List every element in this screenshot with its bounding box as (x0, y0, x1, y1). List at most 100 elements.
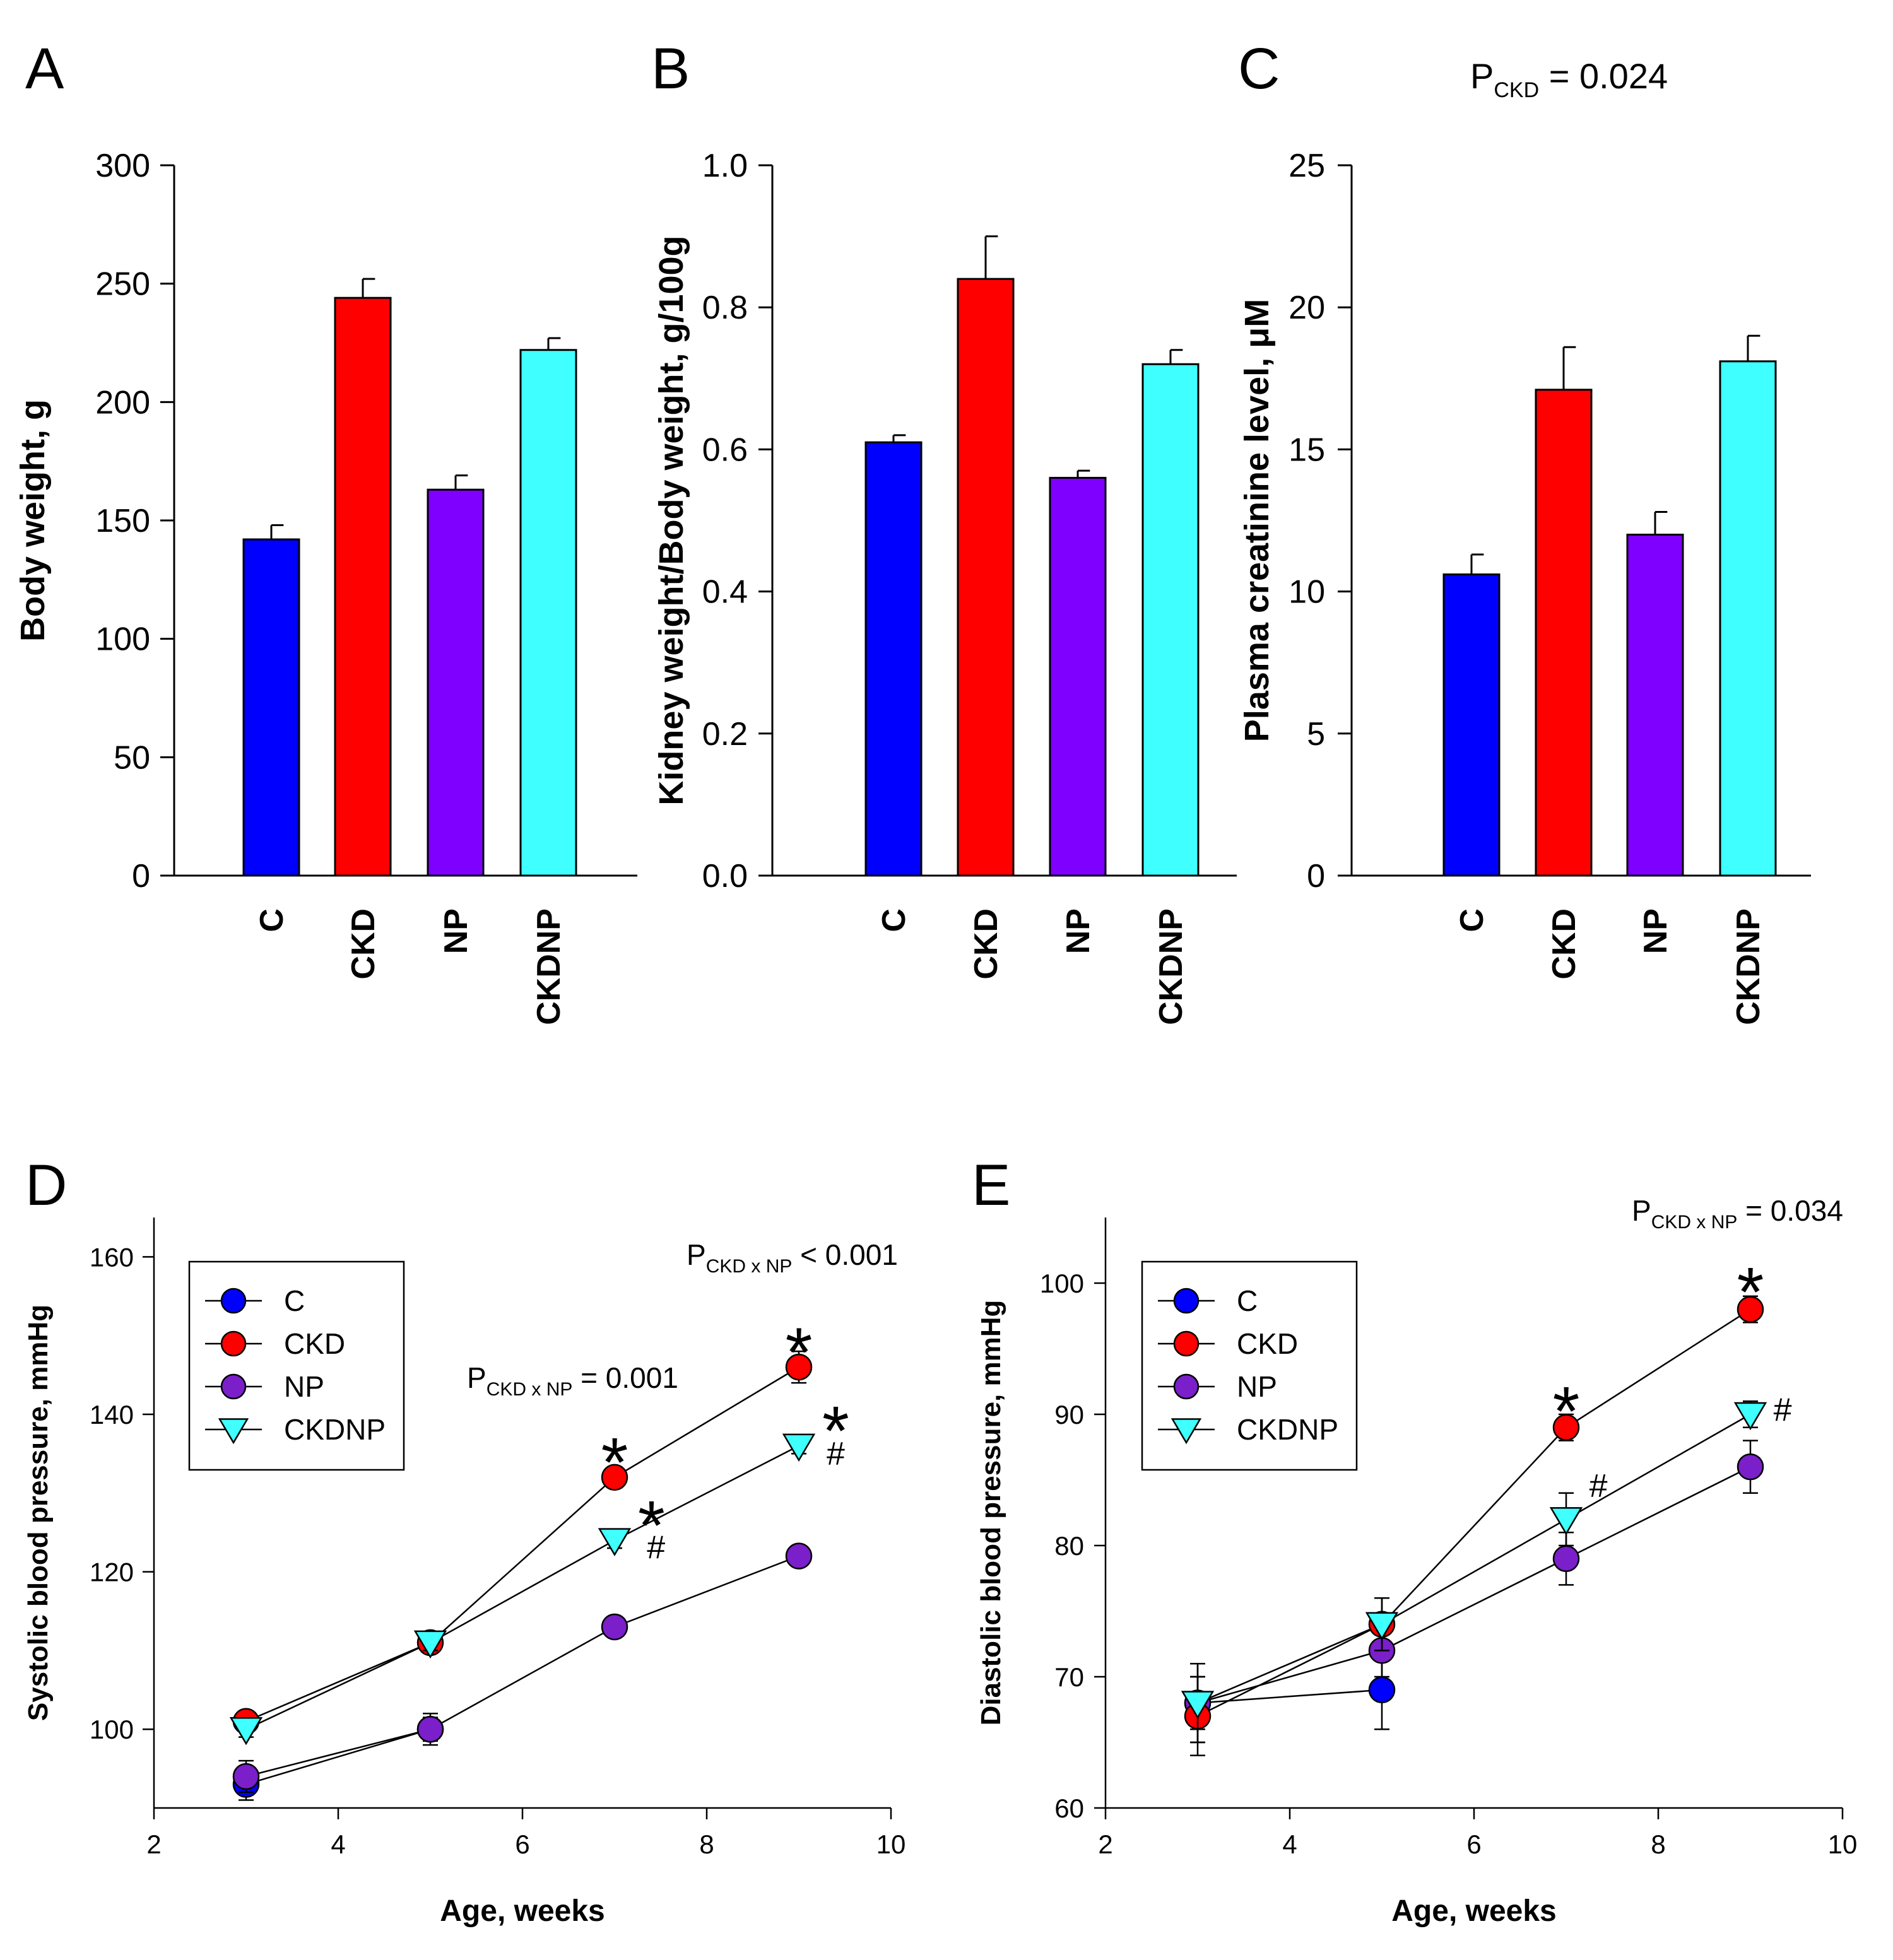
significance-hash-e: # (1589, 1468, 1608, 1505)
y-tick-label-b: 1.0 (702, 148, 748, 184)
y-tick-label-a: 50 (114, 739, 150, 776)
x-tick-label-d: 10 (876, 1829, 906, 1859)
data-point-d-np (232, 1763, 260, 1790)
data-point-d-np (785, 1542, 813, 1570)
category-label-c-c: C (1454, 908, 1490, 932)
panel-letter-e: E (972, 1153, 1010, 1218)
data-point-e-np (1737, 1453, 1764, 1481)
bar-c-ckdnp (1719, 360, 1777, 877)
panel-letter-b: B (651, 37, 690, 101)
bar-chart-kidney-ratio: 0.0 0.2 0.4 0.6 0.8 1.0 Kidney weight/Body wei… (652, 148, 1237, 1025)
legend-marker-d-np (220, 1373, 247, 1400)
data-point-d-ckdnp (413, 1630, 447, 1659)
pvalue-e1-main: P (1632, 1194, 1651, 1227)
y-tick-label-e: 100 (1040, 1269, 1084, 1298)
significance-star-e: * (1553, 1373, 1580, 1450)
bar-b-c (864, 441, 923, 877)
pvalue-e1-sub: CKD x NP (1651, 1212, 1738, 1233)
x-tick-label-e: 10 (1828, 1829, 1858, 1859)
y-axis-label-a: Body weight, g (14, 399, 52, 642)
series-line-e-ckd (1197, 1308, 1751, 1717)
y-tick-label-d: 160 (90, 1242, 134, 1272)
pvalue-d1-sub: CKD x NP (487, 1379, 573, 1400)
y-tick-label-c: 25 (1289, 148, 1325, 184)
x-tick-label-e: 2 (1098, 1829, 1112, 1859)
pvalue-d2-rest: < 0.001 (792, 1238, 898, 1271)
legend-label-e-np: NP (1237, 1370, 1277, 1403)
y-axis-label-d: Systolic blood pressure, mmHg (23, 1305, 54, 1721)
pvalue-d2-sub: CKD x NP (706, 1256, 793, 1277)
series-line-e-np (1197, 1466, 1751, 1704)
y-tick-label-b: 0.8 (702, 290, 748, 326)
significance-star-d: * (638, 1487, 665, 1564)
category-label-a-ckdnp: CKDNP (531, 908, 567, 1025)
legend-label-d-c: C (284, 1284, 305, 1317)
y-axis-label-b: Kidney weight/Body weight, g/100g (652, 235, 690, 805)
pvalue-d1-rest: = 0.001 (572, 1361, 678, 1394)
line-chart-diastolic: 60 70 80 90 100 2 4 6 8 10 Diastolic blood pressur… (976, 1218, 1857, 1928)
category-label-c-ckd: CKD (1546, 908, 1583, 980)
data-point-e-ckdnp (1181, 1691, 1215, 1719)
data-point-d-ckd (785, 1353, 813, 1381)
data-point-e-ckd (1552, 1414, 1580, 1441)
legend-label-d-np: NP (284, 1370, 324, 1403)
x-tick-label-d: 2 (146, 1829, 161, 1859)
x-tick-label-e: 6 (1466, 1829, 1481, 1859)
category-label-a-np: NP (438, 908, 475, 954)
bar-a-c (242, 538, 300, 877)
data-point-d-ckdnp (598, 1528, 632, 1556)
legend-label-d-ckd: CKD (284, 1327, 345, 1360)
category-label-b-np: NP (1060, 908, 1097, 954)
y-tick-label-a: 0 (132, 858, 150, 895)
panel-letter-a: A (25, 37, 64, 101)
y-tick-label-d: 100 (90, 1715, 134, 1744)
series-line-d-c (245, 1728, 431, 1785)
y-tick-label-c: 15 (1289, 431, 1325, 468)
y-tick-label-c: 10 (1289, 574, 1325, 611)
significance-star-d: * (822, 1392, 849, 1470)
y-tick-label-c: 20 (1289, 290, 1325, 326)
y-tick-label-e: 60 (1054, 1793, 1084, 1823)
legend-marker-e-c (1173, 1288, 1200, 1314)
data-point-d-ckd (601, 1464, 628, 1491)
y-tick-label-a: 300 (95, 148, 150, 184)
line-chart-systolic: 100 120 140 160 2 4 6 8 10 Systolic blood pressur… (23, 1218, 905, 1928)
legend-marker-e-ckd (1173, 1330, 1200, 1357)
legend-label-e-c: C (1237, 1284, 1258, 1317)
series-line-d-np (245, 1555, 799, 1778)
category-label-b-c: C (876, 908, 912, 932)
y-tick-label-a: 150 (95, 503, 150, 539)
y-tick-label-e: 90 (1054, 1400, 1084, 1429)
y-tick-label-e: 80 (1054, 1531, 1084, 1561)
pvalue-c-sub: CKD (1494, 78, 1539, 102)
legend-marker-d-c (220, 1288, 247, 1314)
significance-hash-d: # (827, 1436, 845, 1472)
data-point-e-ckdnp (1733, 1402, 1767, 1431)
pvalue-d2-main: P (687, 1238, 706, 1271)
pvalue-annotation-c: PCKD = 0.024 (1470, 56, 1668, 102)
y-axis-label-c: Plasma creatinine level, μM (1238, 299, 1276, 742)
bar-c-np (1626, 534, 1684, 877)
panel-letter-c: C (1238, 37, 1280, 101)
category-label-a-ckd: CKD (345, 908, 382, 980)
category-label-b-ckd: CKD (968, 908, 1005, 980)
pvalue-d1-main: P (467, 1361, 487, 1394)
y-tick-label-d: 120 (90, 1558, 134, 1587)
y-tick-label-c: 5 (1307, 716, 1325, 753)
category-label-c-ckdnp: CKDNP (1730, 908, 1767, 1025)
y-tick-label-b: 0.0 (702, 858, 748, 895)
data-point-e-c (1368, 1676, 1396, 1704)
bar-b-ckd (957, 278, 1015, 877)
significance-star-d: * (601, 1424, 628, 1501)
y-axis-label-e: Diastolic blood pressure, mmHg (976, 1300, 1006, 1726)
y-tick-label-a: 250 (95, 266, 150, 303)
bar-b-np (1049, 476, 1107, 877)
significance-star-e: * (1737, 1253, 1764, 1331)
x-tick-label-e: 8 (1651, 1829, 1665, 1859)
y-tick-label-a: 200 (95, 384, 150, 421)
data-point-d-ckdnp (782, 1433, 816, 1462)
x-tick-label-d: 8 (699, 1829, 714, 1859)
bar-a-ckdnp (519, 349, 577, 877)
y-tick-label-e: 70 (1054, 1662, 1084, 1692)
